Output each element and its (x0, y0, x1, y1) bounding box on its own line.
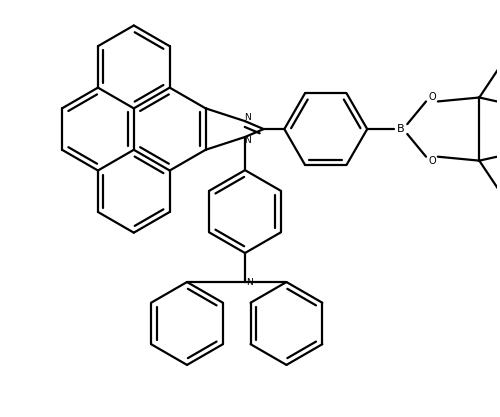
Text: N: N (246, 278, 254, 286)
Text: B: B (396, 124, 404, 134)
Text: O: O (428, 156, 436, 166)
Text: N: N (244, 136, 252, 146)
Text: O: O (428, 93, 436, 103)
Text: N: N (244, 113, 252, 122)
